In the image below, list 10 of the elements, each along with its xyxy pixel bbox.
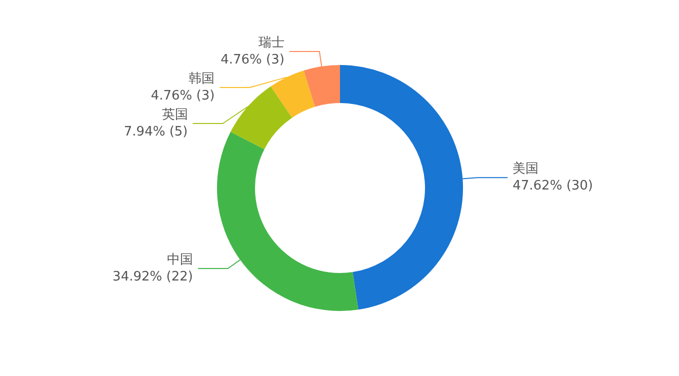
slice-label: 美国: [512, 160, 539, 177]
data-label: 7.94% (5): [124, 124, 188, 140]
data-label: 4.76% (3): [220, 52, 284, 68]
slice-label: 英国: [162, 108, 188, 123]
data-label: 47.62% (30): [512, 178, 594, 194]
slice-label: 韩国: [188, 72, 215, 87]
slice-label: 瑞士: [258, 36, 284, 51]
data-label: 4.76% (3): [150, 88, 215, 104]
data-label: 34.92% (22): [112, 270, 193, 285]
slice-label: 中国: [166, 252, 193, 268]
